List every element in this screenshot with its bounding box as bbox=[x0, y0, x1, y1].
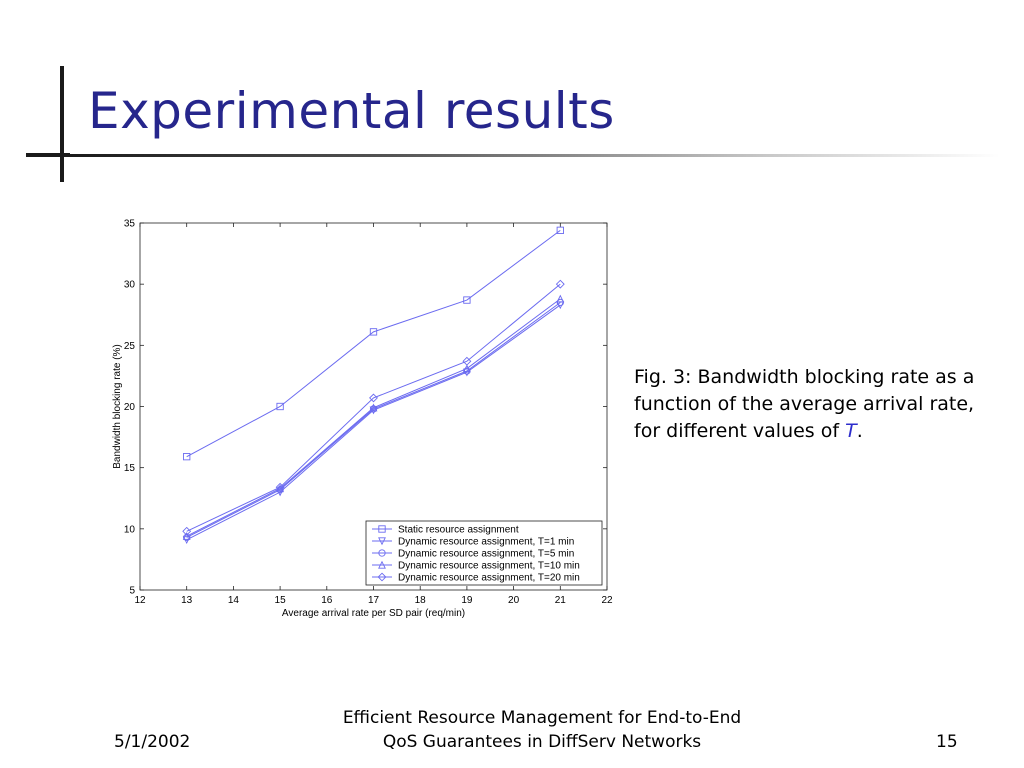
data-point bbox=[276, 402, 284, 411]
data-point bbox=[555, 279, 565, 289]
series-line bbox=[186, 302, 561, 538]
x-tick-label: 12 bbox=[134, 595, 146, 606]
x-tick-label: 16 bbox=[321, 595, 333, 606]
data-point bbox=[556, 226, 564, 234]
data-point bbox=[369, 393, 378, 403]
x-tick-label: 14 bbox=[228, 595, 240, 606]
data-point bbox=[182, 526, 192, 536]
series-line bbox=[186, 298, 561, 537]
y-tick-label: 35 bbox=[124, 219, 136, 230]
series-2 bbox=[182, 301, 565, 545]
legend-entry: Dynamic resource assignment, T=5 min bbox=[372, 549, 574, 560]
slide-title: Experimental results bbox=[88, 82, 615, 140]
x-tick-label: 13 bbox=[181, 595, 193, 606]
data-point bbox=[462, 356, 472, 366]
figure-caption: Fig. 3: Bandwidth blocking rate as a fun… bbox=[634, 364, 1004, 445]
y-tick-label: 10 bbox=[124, 524, 136, 535]
legend-label: Static resource assignment bbox=[398, 525, 519, 536]
legend-entry: Static resource assignment bbox=[372, 525, 519, 536]
y-tick-label: 30 bbox=[124, 280, 136, 291]
legend-entry: Dynamic resource assignment, T=10 min bbox=[372, 561, 580, 572]
x-tick-label: 22 bbox=[601, 595, 613, 606]
legend-label: Dynamic resource assignment, T=20 min bbox=[398, 573, 580, 584]
caption-period: . bbox=[856, 420, 863, 442]
footer-page-number: 15 bbox=[936, 732, 958, 752]
data-point bbox=[369, 405, 378, 413]
data-point bbox=[369, 328, 378, 336]
legend-swatch-marker bbox=[378, 549, 386, 557]
data-point bbox=[275, 482, 285, 492]
x-tick-label: 19 bbox=[461, 595, 473, 606]
caption-variable: T bbox=[845, 420, 857, 442]
x-tick-label: 20 bbox=[508, 595, 520, 606]
data-point bbox=[462, 364, 471, 373]
series-1 bbox=[183, 226, 564, 461]
legend-label: Dynamic resource assignment, T=10 min bbox=[398, 561, 580, 572]
data-point bbox=[556, 294, 565, 303]
x-tick-label: 21 bbox=[555, 595, 567, 606]
title-vertical-bar bbox=[60, 66, 64, 182]
legend-swatch-marker bbox=[377, 572, 387, 582]
legend-entry: Dynamic resource assignment, T=1 min bbox=[372, 537, 574, 548]
y-tick-label: 15 bbox=[124, 463, 136, 474]
y-tick-label: 5 bbox=[129, 586, 135, 597]
legend-swatch-marker bbox=[378, 560, 386, 569]
legend-swatch-marker bbox=[378, 537, 386, 546]
x-tick-label: 17 bbox=[368, 595, 380, 606]
x-axis-label: Average arrival rate per SD pair (req/mi… bbox=[282, 608, 465, 619]
caption-text: Fig. 3: Bandwidth blocking rate as a fun… bbox=[634, 366, 975, 442]
data-point bbox=[369, 403, 378, 412]
y-axis-label: Bandwidth blocking rate (%) bbox=[112, 344, 123, 469]
y-tick-label: 25 bbox=[124, 341, 136, 352]
x-tick-label: 15 bbox=[275, 595, 287, 606]
footer-title-line-1: Efficient Resource Management for End-to… bbox=[342, 708, 742, 728]
data-point bbox=[463, 296, 471, 304]
data-point bbox=[183, 533, 191, 542]
footer-title-line-2: QoS Guarantees in DiffServ Networks bbox=[382, 732, 702, 752]
series-line bbox=[186, 283, 561, 532]
y-tick-label: 20 bbox=[124, 402, 136, 413]
x-tick-label: 18 bbox=[415, 595, 427, 606]
title-horizontal-bar bbox=[26, 153, 70, 157]
bandwidth-blocking-chart: 12 13 14 15 16 17 18 19 20 21 22 5 10 15 20 25 30 35 Avera… bbox=[112, 219, 613, 620]
legend-swatch-marker bbox=[378, 525, 386, 533]
legend-label: Dynamic resource assignment, T=1 min bbox=[398, 537, 574, 548]
series-line bbox=[186, 304, 561, 541]
series-line bbox=[186, 229, 561, 458]
data-point bbox=[182, 531, 191, 540]
series-4 bbox=[182, 294, 565, 540]
footer-date: 5/1/2002 bbox=[114, 732, 191, 752]
data-point bbox=[183, 453, 191, 461]
footer-title: Efficient Resource Management for End-to… bbox=[312, 706, 772, 754]
legend-box bbox=[365, 520, 603, 586]
legend-entry: Dynamic resource assignment, T=20 min bbox=[372, 573, 580, 584]
series-5 bbox=[182, 279, 565, 536]
legend-label: Dynamic resource assignment, T=5 min bbox=[398, 549, 574, 560]
title-underline-rule bbox=[70, 154, 1000, 157]
